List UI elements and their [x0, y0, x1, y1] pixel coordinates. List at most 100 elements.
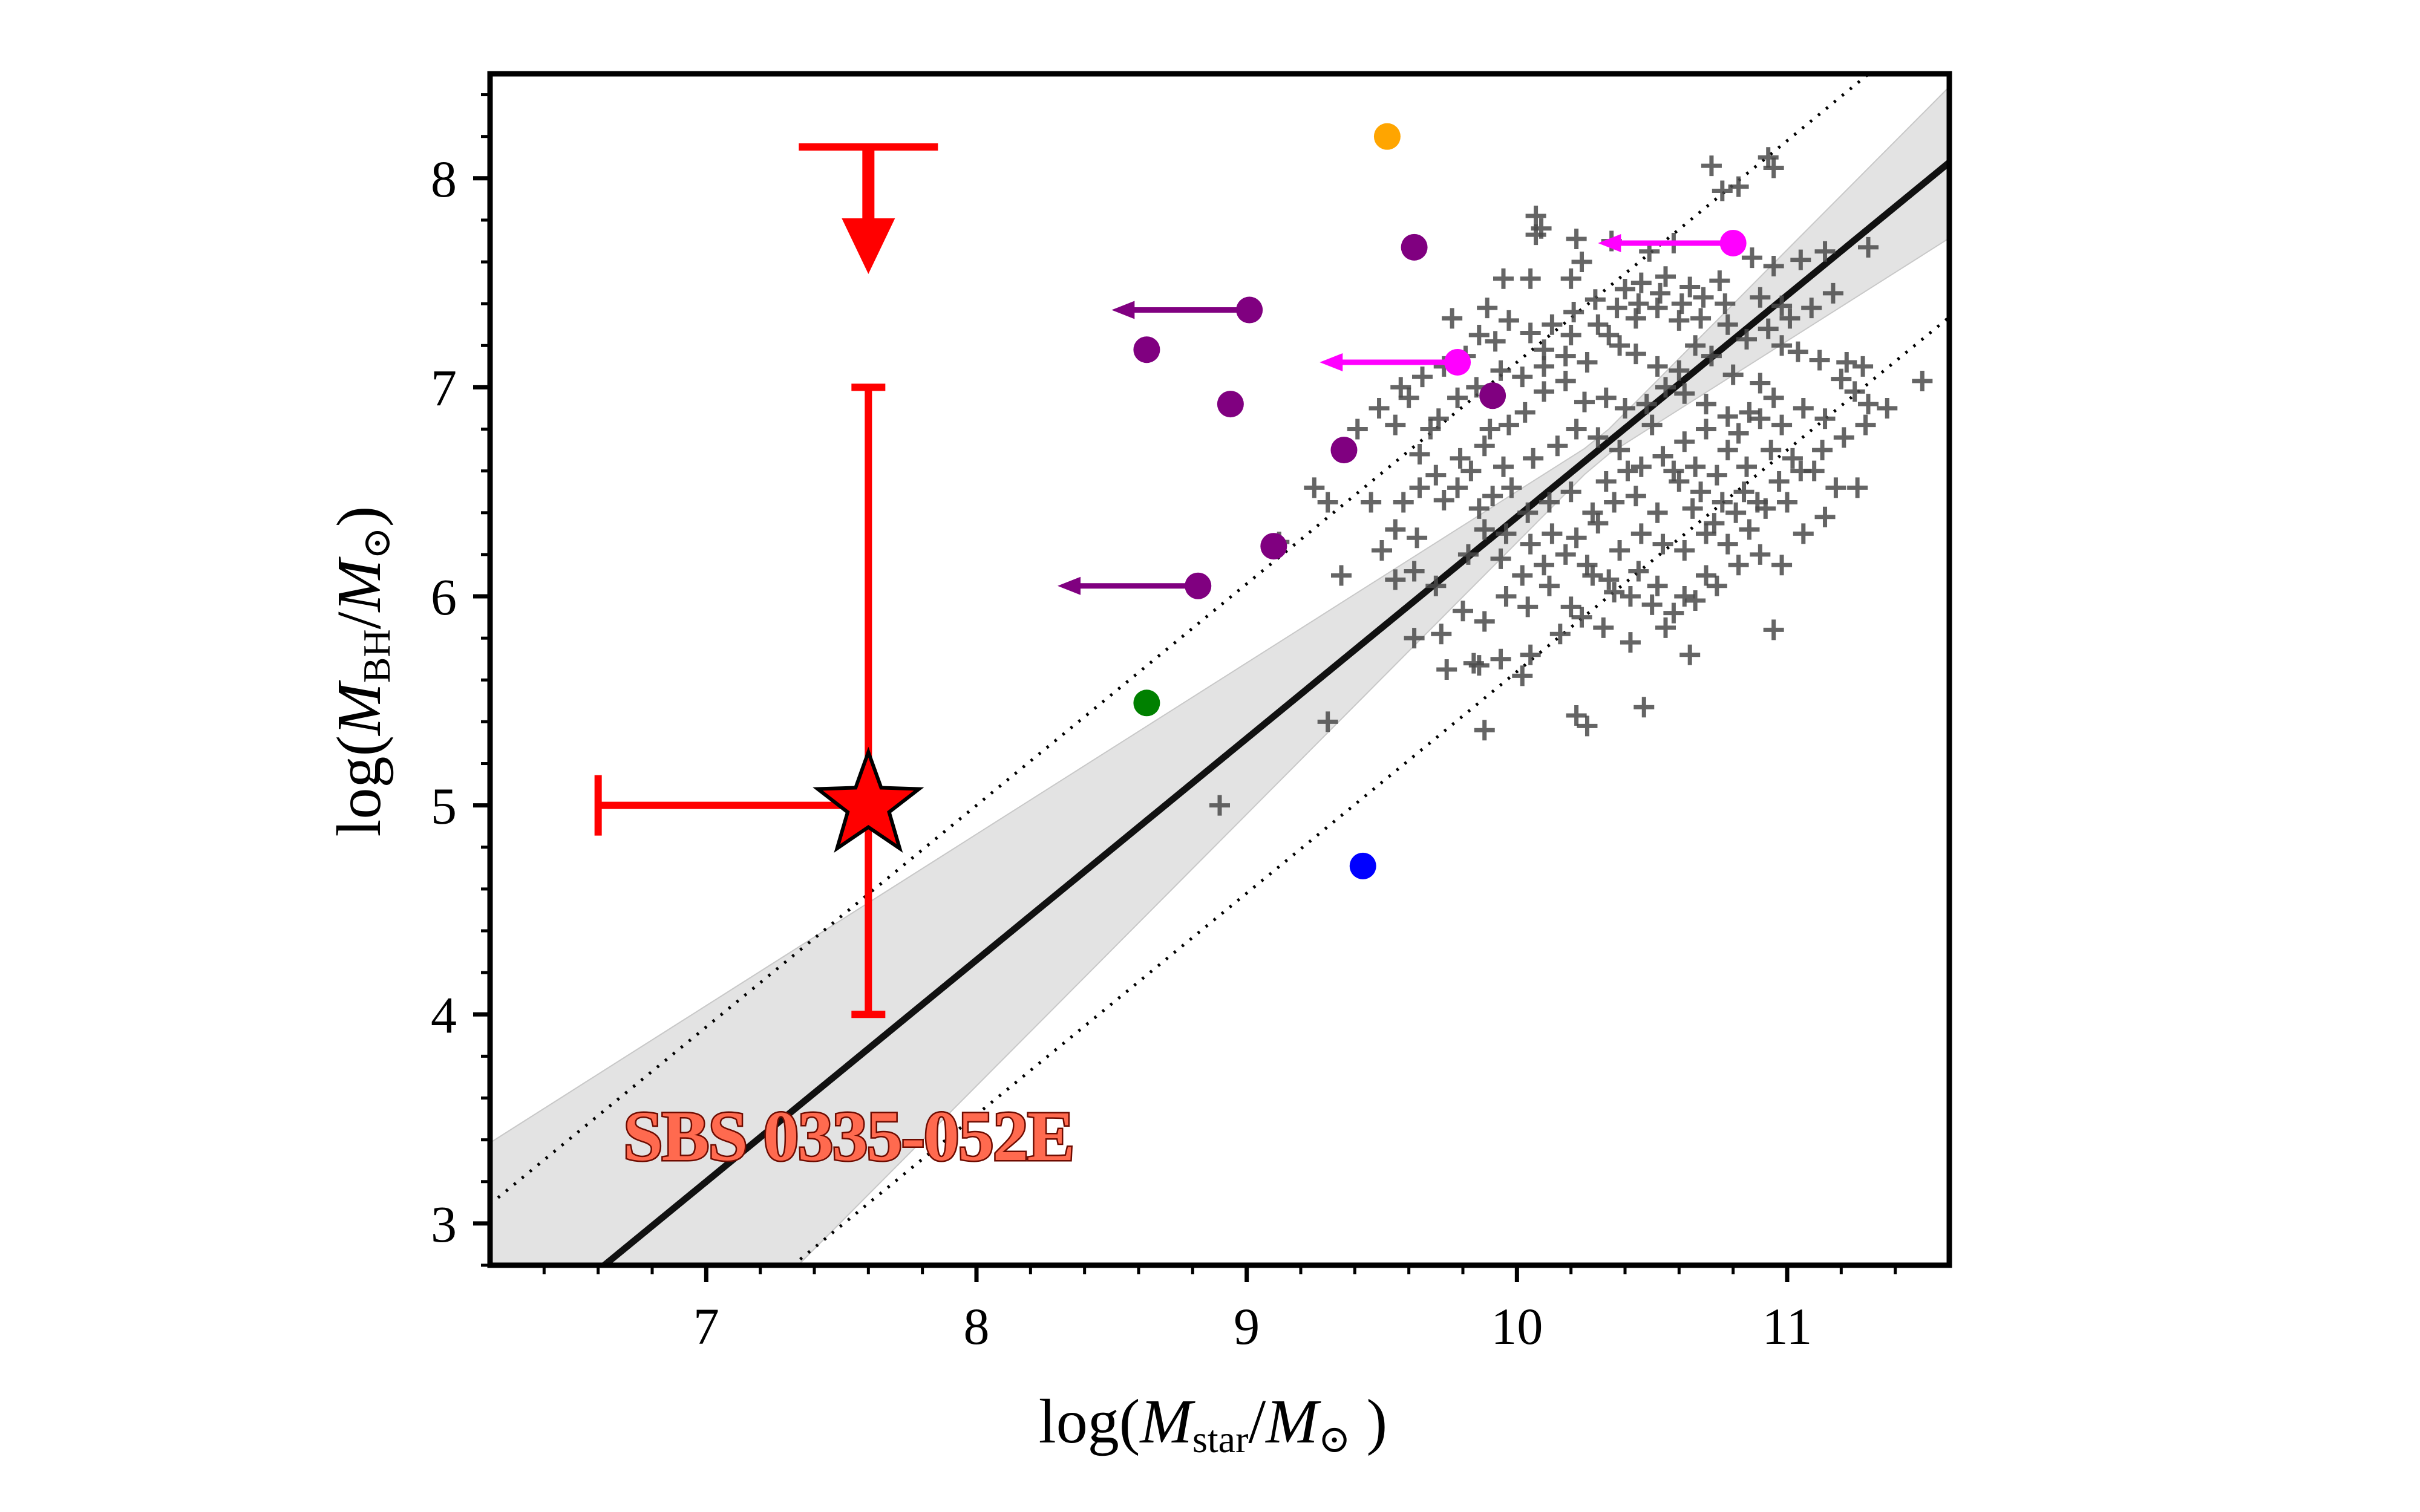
sample-point: [1652, 533, 1673, 555]
sample-point: [1674, 431, 1695, 452]
sample-point: [1741, 247, 1762, 269]
sample-point: [1317, 492, 1338, 513]
sample-point: [1560, 596, 1581, 618]
sample-point: [1598, 325, 1620, 346]
sample-point: [1453, 601, 1473, 622]
sample-point: [1628, 293, 1649, 314]
sample-point: [1520, 644, 1541, 665]
sample-point: [1630, 456, 1652, 477]
sample-point: [1696, 565, 1716, 586]
sample-point: [1647, 575, 1668, 596]
sample-point: [1474, 611, 1495, 632]
sample-point: [1563, 302, 1584, 322]
sample-point: [1787, 341, 1808, 362]
sample-point: [1663, 460, 1684, 481]
sample-point: [1468, 655, 1490, 676]
sample-point: [1814, 408, 1836, 429]
sample-point: [1674, 383, 1695, 404]
sample-point: [1385, 569, 1406, 590]
sample-point: [1733, 481, 1754, 503]
sample-point: [1814, 241, 1836, 262]
sample-point: [1474, 519, 1495, 540]
sample-point: [1595, 471, 1617, 492]
sample-point: [1523, 448, 1544, 469]
sample-point: [1496, 523, 1517, 544]
sample-point: [1853, 356, 1874, 377]
sample-point: [1717, 533, 1738, 555]
sample-point: [1647, 298, 1668, 319]
sample-point: [1474, 435, 1495, 457]
y-tick-label: 8: [431, 150, 457, 208]
sample-point: [1739, 402, 1760, 423]
sample-point: [1582, 565, 1603, 586]
x-tick-label: 10: [1491, 1297, 1543, 1355]
highlighted-point: [1236, 296, 1263, 324]
sample-point: [1771, 295, 1793, 316]
sample-point: [1542, 523, 1563, 544]
sample-point: [1490, 548, 1511, 569]
highlighted-point: [1444, 348, 1471, 376]
sample-point: [1442, 308, 1463, 329]
sample-point: [1595, 387, 1617, 408]
sample-point: [1420, 419, 1441, 440]
sample-point: [1517, 502, 1539, 523]
sample-point: [1525, 206, 1546, 227]
sample-point: [1793, 523, 1814, 544]
x-tick-label: 11: [1762, 1297, 1813, 1355]
highlighted-point: [1133, 336, 1160, 363]
sample-point: [1560, 325, 1581, 346]
sample-point: [1690, 308, 1712, 329]
sample-point: [1655, 377, 1676, 398]
sample-point: [1498, 310, 1519, 331]
sample-point: [1531, 218, 1552, 239]
sample-point: [1609, 440, 1630, 461]
sample-point: [1398, 387, 1419, 408]
x-axis-label: log(Mstar/M⊙ ): [1039, 1387, 1387, 1461]
sample-point: [1520, 533, 1541, 555]
x-tick-label: 9: [1234, 1297, 1260, 1355]
sample-point: [1825, 477, 1846, 498]
sample-point: [1447, 387, 1468, 408]
sample-point: [1625, 486, 1646, 507]
sample-point: [1385, 519, 1406, 540]
sample-point: [1685, 590, 1706, 611]
sample-point: [1712, 180, 1733, 201]
sample-point: [1858, 394, 1879, 415]
sample-point: [1669, 310, 1690, 331]
sample-point: [1369, 397, 1390, 419]
sample-point: [1717, 440, 1738, 461]
sample-point: [1696, 419, 1716, 440]
plot-frame: [487, 71, 1952, 1268]
sample-point: [1750, 544, 1771, 565]
sample-point: [1768, 471, 1790, 492]
sample-point: [1555, 544, 1576, 565]
sample-point: [1620, 586, 1641, 607]
sample-point: [1512, 367, 1533, 388]
highlighted-point: [1401, 233, 1428, 261]
sample-point: [1747, 492, 1768, 513]
sample-point: [1477, 298, 1498, 319]
sample-point: [1496, 586, 1517, 607]
sample-point: [1777, 492, 1797, 513]
highlighted-points-layer: [1058, 123, 1747, 879]
sample-point: [1493, 268, 1514, 289]
sample-point: [1517, 596, 1539, 618]
sample-point: [1669, 360, 1690, 381]
sample-point: [1617, 460, 1638, 481]
sample-point: [1555, 345, 1576, 367]
sample-point: [1588, 314, 1609, 335]
sample-point: [1547, 435, 1568, 457]
highlighted-point: [1260, 533, 1287, 560]
x-tick-label: 8: [964, 1297, 990, 1355]
y-axis-label: log(MBH/M⊙): [324, 506, 398, 837]
sample-point: [1428, 408, 1449, 429]
sample-point: [1490, 360, 1511, 381]
sample-point: [1209, 795, 1230, 816]
sample-point: [1831, 368, 1852, 389]
sample-point: [1615, 397, 1635, 419]
sample-point: [1750, 408, 1771, 429]
sample-point: [1604, 582, 1625, 603]
sample-point: [1450, 448, 1471, 469]
y-tick-label: 5: [431, 777, 457, 835]
sample-point: [1431, 624, 1452, 645]
